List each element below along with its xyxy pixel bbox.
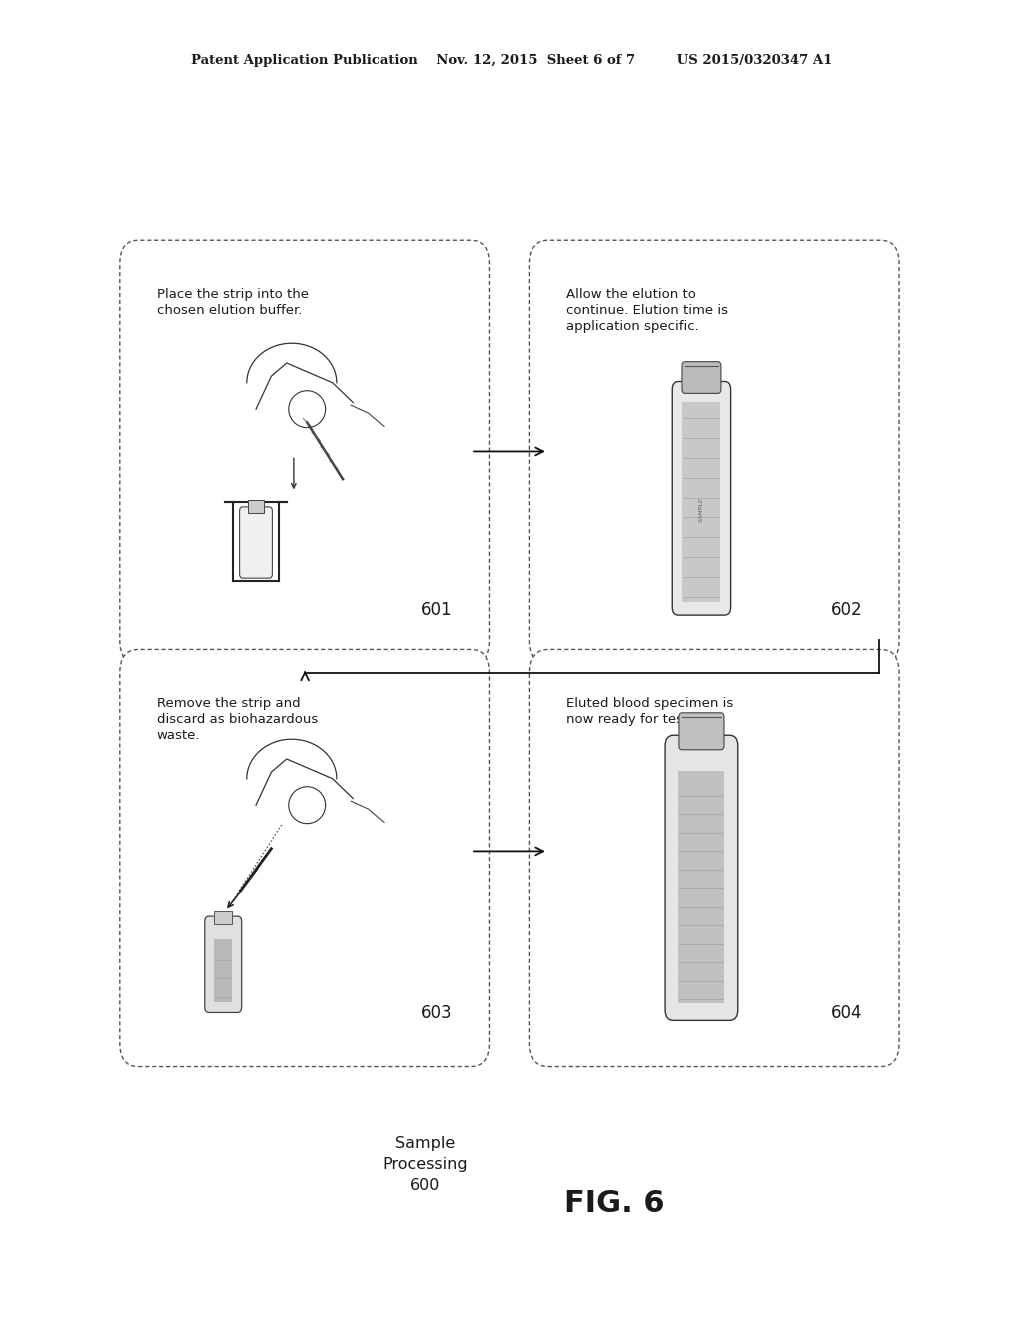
Text: 602: 602 [830,601,862,619]
FancyBboxPatch shape [205,916,242,1012]
Text: 601: 601 [421,601,453,619]
FancyBboxPatch shape [529,240,899,664]
Text: Patent Application Publication    Nov. 12, 2015  Sheet 6 of 7         US 2015/03: Patent Application Publication Nov. 12, … [191,54,833,67]
Text: Place the strip into the
chosen elution buffer.: Place the strip into the chosen elution … [157,288,308,317]
FancyBboxPatch shape [673,381,731,615]
FancyBboxPatch shape [120,649,489,1067]
Bar [683,401,721,602]
Text: 604: 604 [830,1003,862,1022]
FancyBboxPatch shape [529,649,899,1067]
FancyBboxPatch shape [682,362,721,393]
Bar [679,771,725,1003]
Text: Eluted blood specimen is
now ready for testing.: Eluted blood specimen is now ready for t… [566,697,733,726]
Text: Remove the strip and
discard as biohazardous
waste.: Remove the strip and discard as biohazar… [157,697,317,742]
FancyBboxPatch shape [240,507,272,578]
Bar [214,911,232,924]
Bar [214,939,232,1002]
Text: FIG. 6: FIG. 6 [564,1189,665,1218]
FancyBboxPatch shape [666,735,738,1020]
Text: 603: 603 [421,1003,453,1022]
Text: SAMPLE: SAMPLE [699,496,703,521]
Text: Sample
Processing
600: Sample Processing 600 [382,1135,468,1193]
Bar [248,500,264,513]
Text: Allow the elution to
continue. Elution time is
application specific.: Allow the elution to continue. Elution t… [566,288,728,333]
FancyBboxPatch shape [120,240,489,664]
FancyBboxPatch shape [679,713,724,750]
